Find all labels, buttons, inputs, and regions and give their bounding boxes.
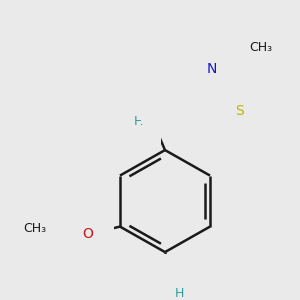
- Text: N: N: [185, 74, 195, 87]
- Text: H: H: [171, 69, 181, 82]
- Text: O: O: [82, 227, 93, 242]
- Text: O: O: [160, 274, 170, 289]
- Text: N: N: [207, 62, 217, 76]
- Text: CH₃: CH₃: [23, 222, 46, 235]
- Text: S: S: [236, 104, 244, 118]
- Text: H: H: [174, 287, 184, 300]
- Text: CH₃: CH₃: [249, 40, 272, 54]
- Text: N: N: [162, 89, 172, 103]
- Text: H: H: [193, 57, 203, 70]
- Text: H: H: [133, 115, 143, 128]
